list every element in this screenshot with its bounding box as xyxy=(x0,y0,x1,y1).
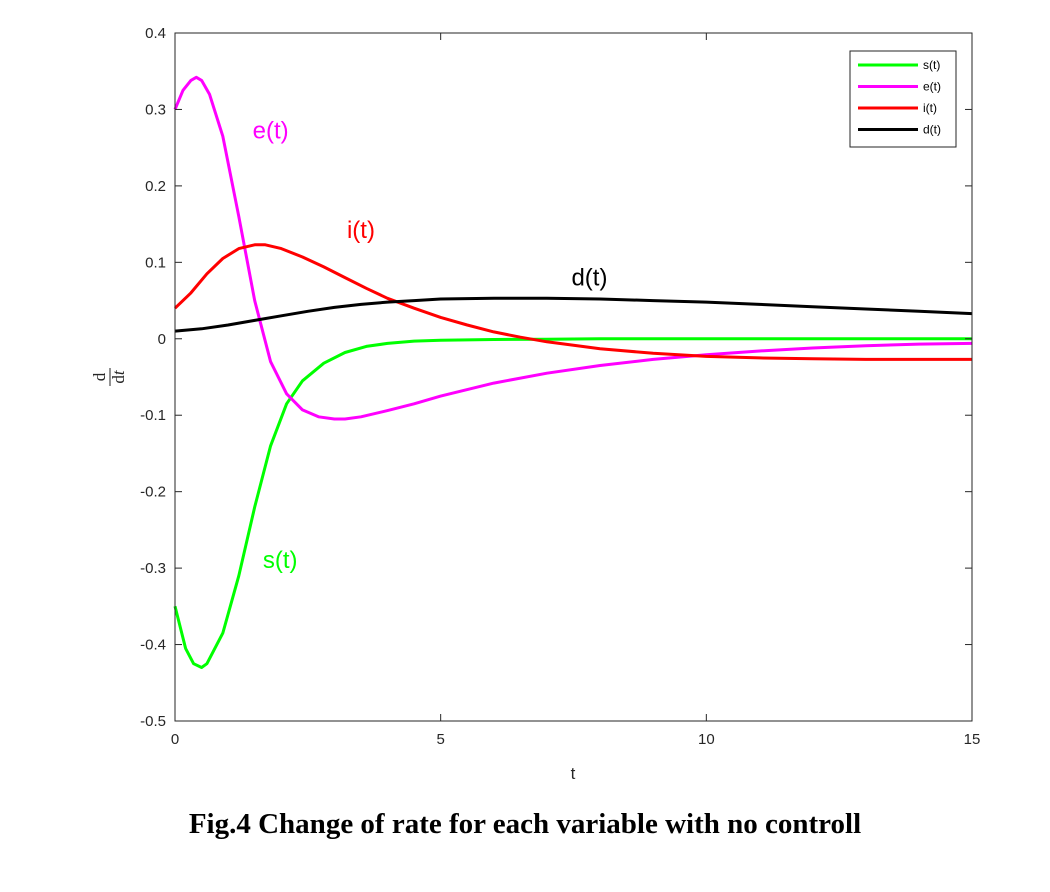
series-line-et xyxy=(173,75,973,421)
y-tick-label: -0.4 xyxy=(140,637,166,654)
y-tick-label: -0.5 xyxy=(140,713,166,730)
x-tick-label: 5 xyxy=(436,731,444,748)
y-tick-label: 0.1 xyxy=(145,254,166,271)
plot-frame xyxy=(174,32,973,722)
y-tick-label: 0.2 xyxy=(145,178,166,195)
annotation-it: i(t) xyxy=(347,217,375,244)
x-tick-label: 0 xyxy=(171,731,179,748)
x-tick-label: 15 xyxy=(964,731,981,748)
legend-label: s(t) xyxy=(923,58,940,72)
series-line-dt xyxy=(174,296,973,333)
y-tick-label: -0.2 xyxy=(140,484,166,501)
y-axis-label-denominator: dt xyxy=(109,369,128,384)
annotation-et: e(t) xyxy=(253,117,289,144)
legend-items: s(t) e(t) i(t) d(t) xyxy=(858,58,941,137)
x-axis-label: t xyxy=(571,764,576,783)
y-tick-label: -0.1 xyxy=(140,407,166,424)
series-layer xyxy=(173,75,973,669)
y-axis-label: d dt xyxy=(90,368,128,386)
legend: s(t) e(t) i(t) d(t) xyxy=(849,50,957,148)
y-axis-label-numerator: d xyxy=(90,372,109,381)
y-tick-label: 0 xyxy=(158,331,166,348)
x-tick-label: 10 xyxy=(698,731,715,748)
annotation-dt: d(t) xyxy=(571,264,607,291)
legend-label: e(t) xyxy=(923,80,941,94)
figure-caption: Fig.4 Change of rate for each variable w… xyxy=(188,808,862,840)
tick-layer: 0 5 10 15 -0.5 -0.4 -0.3 -0.2 -0.1 0 0.1 0.2 0.3 0.4 xyxy=(140,25,980,748)
series-line-it xyxy=(173,243,972,361)
legend-label: d(t) xyxy=(923,123,941,137)
y-tick-label: 0.4 xyxy=(145,25,166,42)
annotation-st: s(t) xyxy=(263,547,298,574)
y-tick-label: 0.3 xyxy=(145,101,166,118)
legend-label: i(t) xyxy=(923,101,937,115)
y-tick-label: -0.3 xyxy=(140,560,166,577)
annotation-layer: e(t) i(t) d(t) s(t) xyxy=(253,117,608,574)
series-line-st xyxy=(173,337,972,669)
